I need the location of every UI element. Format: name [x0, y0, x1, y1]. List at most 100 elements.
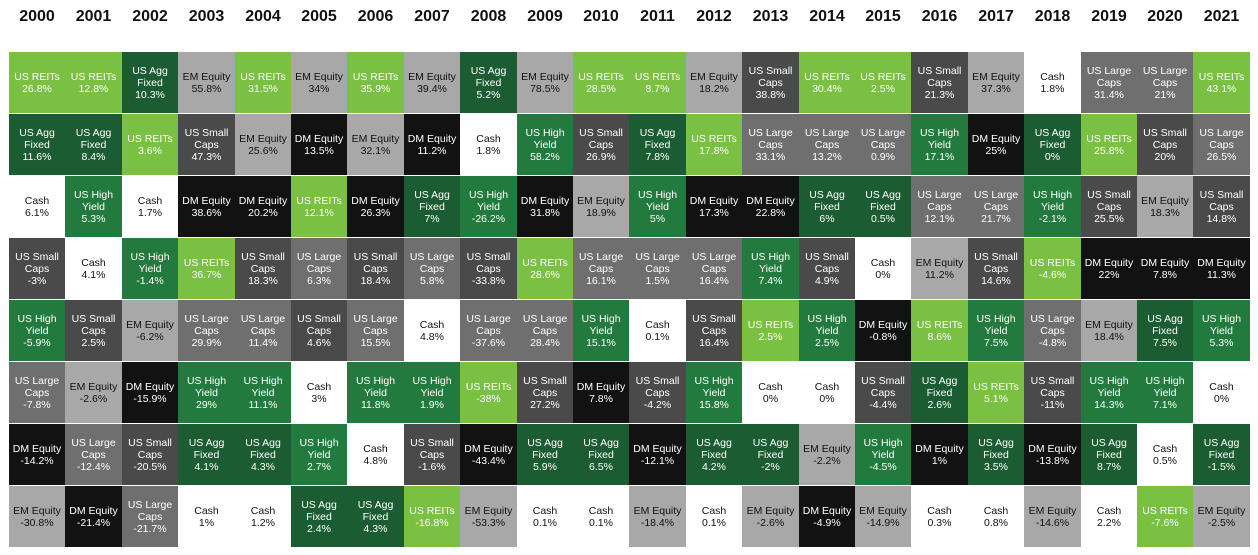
cell-2015-us-small-caps: US Small Caps -4.4%: [855, 362, 911, 423]
return-value-label: 18.9%: [586, 206, 616, 219]
cell-2004-us-reits: US REITs 31.5%: [235, 52, 291, 113]
return-value-label: 13.5%: [304, 144, 334, 157]
cell-2020-cash: Cash 0.5%: [1137, 424, 1193, 485]
return-value-label: 3.6%: [138, 144, 162, 157]
asset-class-label: US REITs: [70, 70, 117, 83]
cell-2002-em-equity: EM Equity -6.2%: [122, 300, 178, 361]
return-value-label: 43.1%: [1206, 82, 1237, 95]
return-value-label: 1.8%: [1040, 82, 1065, 95]
cell-2007-cash: Cash 4.8%: [404, 300, 460, 361]
return-value-label: -4.9%: [813, 516, 841, 529]
cell-2018-us-small-caps: US Small Caps -11%: [1024, 362, 1081, 423]
asset-class-label: US Agg Fixed: [752, 436, 789, 461]
year-label-2008: 2008: [470, 8, 507, 25]
return-value-label: 21%: [1154, 88, 1176, 101]
return-value-label: 26.8%: [22, 82, 52, 95]
asset-class-label: US High Yield: [919, 126, 960, 151]
return-value-label: 7%: [424, 212, 440, 225]
cell-2001-us-agg-fixed: US Agg Fixed 8.4%: [65, 114, 122, 175]
asset-class-label: US REITs: [127, 132, 173, 145]
asset-class-label: US REITs: [240, 70, 286, 83]
cell-2015-dm-equity: DM Equity -0.8%: [855, 300, 911, 361]
cell-2007-us-small-caps: US Small Caps -1.6%: [404, 424, 460, 485]
asset-class-label: Cash: [983, 504, 1009, 517]
asset-class-label: US Large Caps: [1199, 126, 1244, 151]
cell-2021-cash: Cash 0%: [1193, 362, 1250, 423]
return-value-label: 18.4%: [1094, 330, 1124, 343]
return-value-label: 5.2%: [476, 88, 501, 101]
asset-class-label: Cash: [1096, 504, 1122, 517]
return-value-label: 11.4%: [248, 336, 278, 349]
asset-class-label: DM Equity: [1140, 256, 1190, 269]
return-value-label: 31.4%: [1094, 88, 1124, 101]
return-value-label: 6.5%: [589, 460, 613, 473]
return-value-label: 0.1%: [702, 516, 726, 529]
asset-class-label: Cash: [588, 504, 614, 517]
return-value-label: 11.3%: [1207, 268, 1236, 281]
asset-class-label: US Small Caps: [353, 250, 398, 275]
cell-2016-us-agg-fixed: US Agg Fixed 2.6%: [911, 362, 968, 423]
return-value-label: 17.8%: [699, 144, 729, 157]
asset-class-label: US Small Caps: [1199, 188, 1244, 213]
return-value-label: 26.9%: [586, 150, 616, 163]
cell-2015-em-equity: EM Equity -14.9%: [855, 486, 911, 547]
cell-2019-cash: Cash 2.2%: [1081, 486, 1137, 547]
asset-class-label: Cash: [363, 442, 388, 455]
asset-class-label: US High Yield: [130, 250, 170, 275]
asset-class-label: DM Equity: [125, 380, 175, 393]
return-value-label: -14.6%: [1035, 516, 1070, 529]
year-label-2006: 2006: [357, 8, 394, 25]
cell-2004-us-small-caps: US Small Caps 18.3%: [235, 238, 291, 299]
return-value-label: 5.1%: [984, 392, 1008, 405]
cell-2012-em-equity: EM Equity 18.2%: [686, 52, 742, 113]
year-label-2019: 2019: [1091, 8, 1127, 25]
asset-class-label: US Small Caps: [15, 250, 59, 275]
return-value-label: -26.2%: [471, 212, 506, 225]
asset-class-label: Cash: [758, 380, 783, 393]
asset-class-label: EM Equity: [1028, 504, 1077, 517]
asset-class-label: US Agg Fixed: [639, 126, 676, 151]
cell-2015-us-large-caps: US Large Caps 0.9%: [855, 114, 911, 175]
year-label-2020: 2020: [1147, 8, 1183, 25]
cell-2003-us-agg-fixed: US Agg Fixed 4.1%: [178, 424, 235, 485]
asset-class-label: US Agg Fixed: [1091, 436, 1127, 461]
cell-2021-dm-equity: DM Equity 11.3%: [1193, 238, 1250, 299]
asset-class-label: US Large Caps: [409, 250, 455, 275]
cell-2004-us-large-caps: US Large Caps 11.4%: [235, 300, 291, 361]
year-label-2016: 2016: [921, 8, 958, 25]
return-value-label: 14.3%: [1094, 398, 1124, 411]
return-value-label: 7.4%: [758, 274, 783, 287]
cell-2005-us-high-yield: US High Yield 2.7%: [291, 424, 347, 485]
asset-class-label: US High Yield: [863, 436, 903, 461]
return-value-label: 38.6%: [191, 206, 222, 219]
cell-2014-us-small-caps: US Small Caps 4.9%: [799, 238, 855, 299]
cell-2003-us-small-caps: US Small Caps 47.3%: [178, 114, 235, 175]
return-value-label: 0%: [762, 392, 779, 405]
return-value-label: 30.4%: [812, 82, 842, 95]
cell-2009-us-small-caps: US Small Caps 27.2%: [517, 362, 573, 423]
cell-2011-us-agg-fixed: US Agg Fixed 7.8%: [629, 114, 686, 175]
asset-class-label: DM Equity: [69, 504, 118, 517]
cell-2011-us-reits: US REITs 8.7%: [629, 52, 686, 113]
asset-class-label: EM Equity: [126, 318, 174, 331]
cell-2020-us-reits: US REITs -7.6%: [1137, 486, 1193, 547]
cell-2000-cash: Cash 6.1%: [9, 176, 65, 237]
return-value-label: 4.6%: [307, 336, 331, 349]
return-value-label: 0%: [1044, 150, 1061, 163]
cell-2016-us-high-yield: US High Yield 17.1%: [911, 114, 968, 175]
cell-2009-us-agg-fixed: US Agg Fixed 5.9%: [517, 424, 573, 485]
asset-class-label: US Large Caps: [184, 312, 229, 337]
asset-class-label: US Small Caps: [974, 250, 1018, 275]
cell-2005-cash: Cash 3%: [291, 362, 347, 423]
asset-class-label: US Small Caps: [1087, 188, 1131, 213]
year-label-2004: 2004: [245, 8, 281, 25]
year-label-2003: 2003: [188, 8, 225, 25]
asset-class-label: US REITs: [352, 70, 399, 83]
asset-class-label: Cash: [701, 504, 727, 517]
asset-class-label: Cash: [24, 194, 50, 207]
asset-class-label: DM Equity: [238, 194, 288, 207]
return-value-label: 8.7%: [645, 82, 670, 95]
return-value-label: 14.8%: [1206, 212, 1237, 225]
asset-class-label: Cash: [814, 380, 840, 393]
cell-2019-us-small-caps: US Small Caps 25.5%: [1081, 176, 1137, 237]
